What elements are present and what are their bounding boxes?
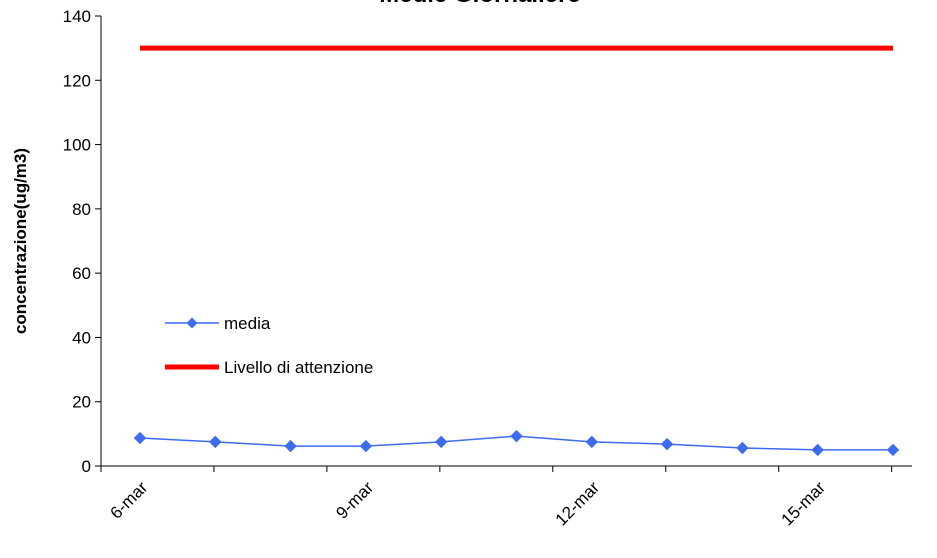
x-tick-label: 12-mar [552,478,604,530]
data-point-marker [284,439,297,453]
y-tick-label: 20 [72,393,91,412]
series-layer [133,45,900,457]
legend-label: Livello di attenzione [224,358,373,377]
y-tick-label: 100 [63,136,91,155]
data-point-marker [811,443,824,457]
legend-marker [186,317,198,329]
x-tick-label: 15-mar [777,478,829,530]
y-tick-label: 60 [72,264,91,283]
data-point-marker [736,441,749,455]
axes [100,16,912,467]
y-tick-label: 140 [63,7,91,26]
chart-title: Medie Giornaliere [379,0,580,8]
data-point-marker [133,431,147,445]
x-tick-label: 6-mar [106,478,151,523]
y-tick-label: 80 [72,200,91,219]
x-tick-label: 9-mar [332,478,377,523]
data-point-marker [359,439,373,453]
x-axis-ticks: 6-mar 9-mar 12-mar 15-mar [100,466,893,530]
data-point-marker [585,435,599,449]
y-tick-label: 0 [82,457,91,476]
legend-label: media [224,314,271,333]
data-point-marker [660,437,674,451]
y-tick-label: 120 [63,71,91,90]
legend: media Livello di attenzione [165,314,373,377]
y-axis-title: concentrazione(ug/m3) [11,148,30,334]
y-axis-ticks: 0 20 40 60 80 100 120 140 [63,7,101,476]
data-point-marker [434,435,448,449]
data-point-marker [209,435,222,449]
data-point-marker [510,429,523,443]
data-point-marker [886,443,900,457]
y-tick-label: 40 [72,328,91,347]
